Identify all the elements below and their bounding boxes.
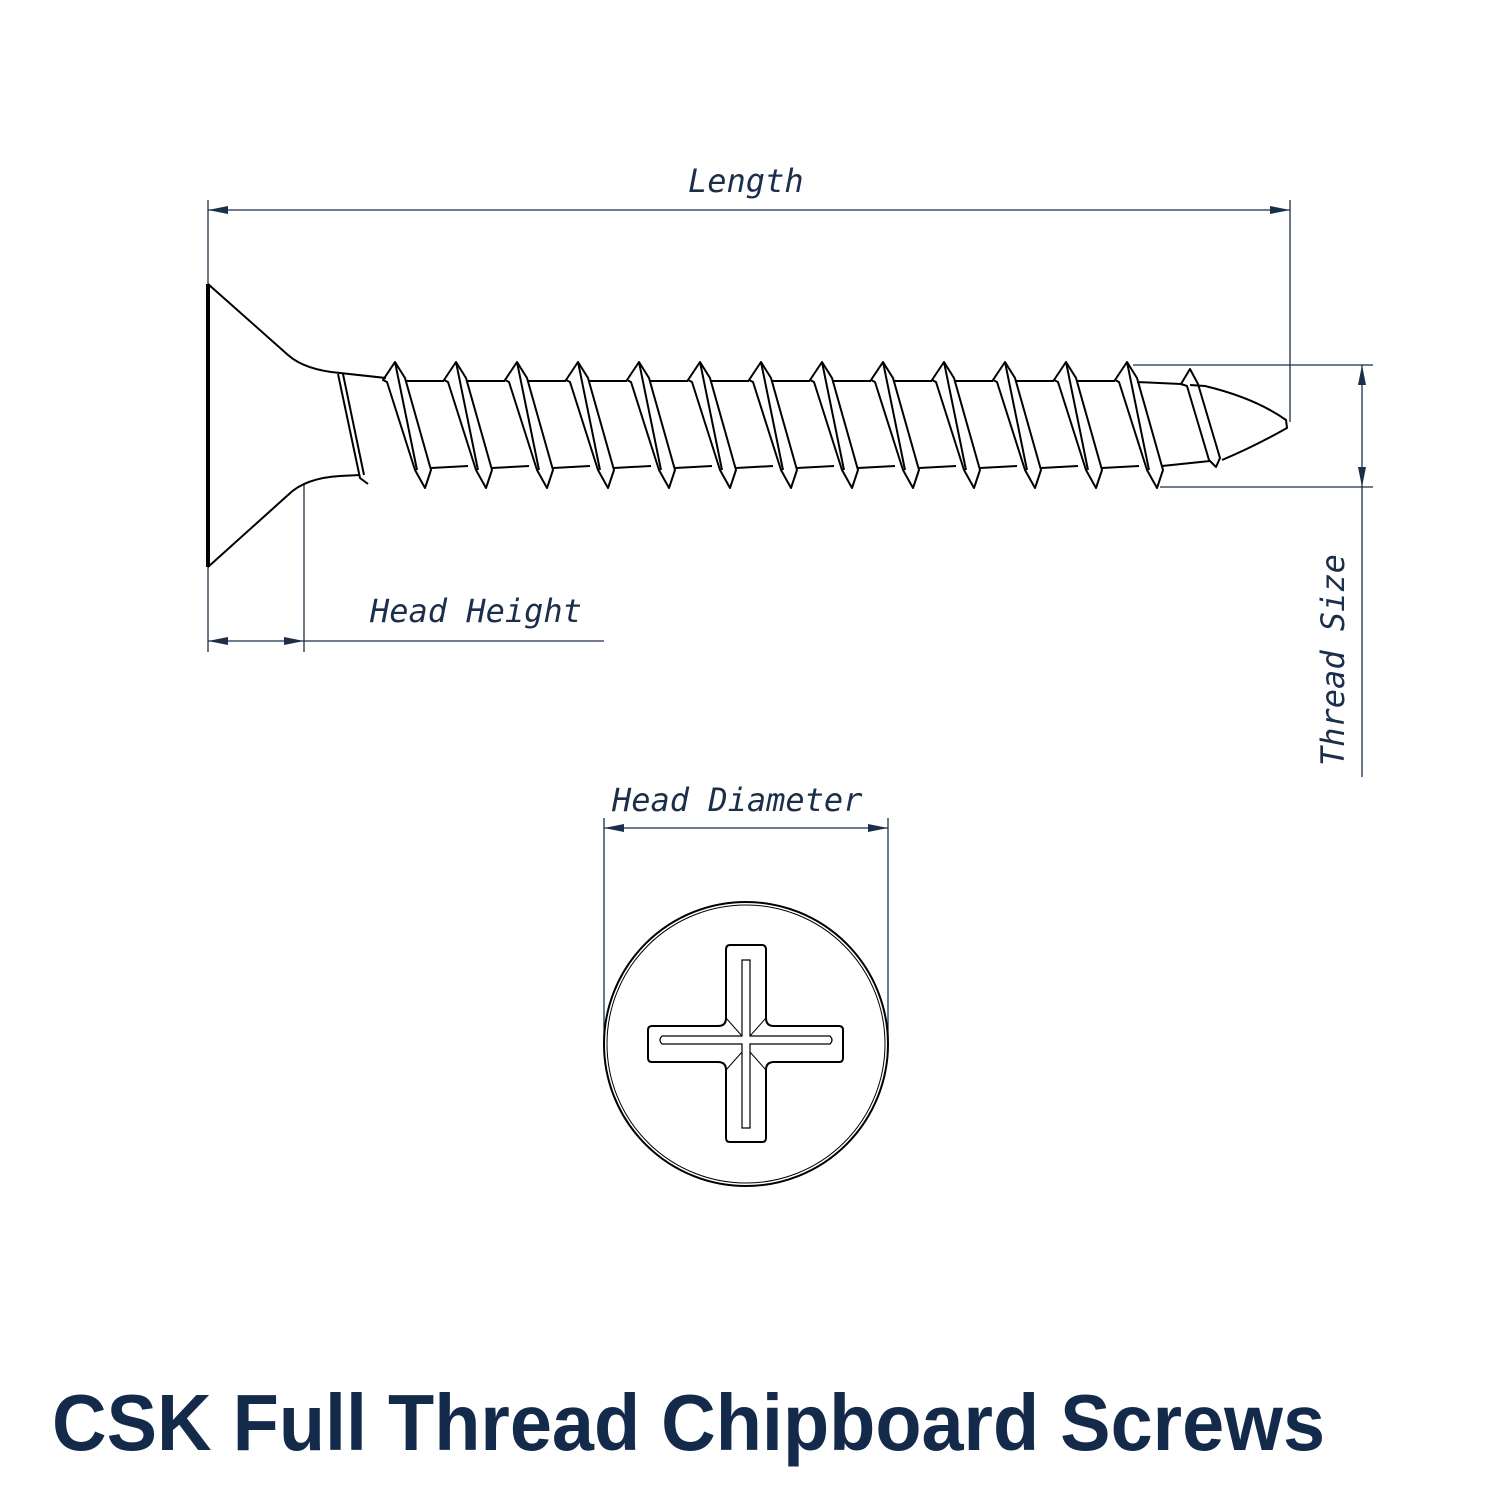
head-height-dimension: Head Height xyxy=(207,485,604,652)
length-dimension: Length xyxy=(207,162,1291,422)
thread-crest xyxy=(491,465,530,469)
head-diameter-dimension: Head Diameter xyxy=(603,781,889,1040)
thread-size-label: Thread Size xyxy=(1314,554,1352,766)
thread-crest xyxy=(882,361,906,471)
thread-crest xyxy=(748,361,798,489)
thread-crest xyxy=(577,361,601,471)
thread-crest xyxy=(821,361,845,471)
thread-crest xyxy=(382,361,432,489)
thread-crest xyxy=(1126,361,1150,471)
thread-crest xyxy=(1101,465,1140,469)
thread-crest xyxy=(687,361,737,489)
thread-crest xyxy=(638,361,662,471)
thread-crest xyxy=(760,361,784,471)
thread-crest xyxy=(552,465,591,469)
thread-crest xyxy=(516,361,540,471)
head-diameter-label: Head Diameter xyxy=(611,781,863,819)
thread-crest xyxy=(1180,368,1221,468)
thread-crest xyxy=(504,361,554,489)
thread-crest xyxy=(430,465,469,469)
thread-crest xyxy=(918,465,957,469)
thread-crest xyxy=(394,361,418,471)
thread-crest xyxy=(857,465,896,469)
thread-crest xyxy=(809,361,859,489)
screw-side-view xyxy=(206,283,1288,568)
phillips-cross-icon xyxy=(647,944,844,1143)
thread-crest xyxy=(455,361,479,471)
thread-size-dimension: Thread Size xyxy=(1133,364,1373,777)
thread-crest xyxy=(565,361,615,489)
thread-crest xyxy=(870,361,920,489)
thread-crest xyxy=(735,465,774,469)
length-label: Length xyxy=(688,162,804,200)
thread-crest xyxy=(1136,381,1211,467)
thread-crest xyxy=(1040,465,1079,469)
thread-crest xyxy=(1053,361,1103,489)
thread-crest xyxy=(796,465,835,469)
page-title: CSK Full Thread Chipboard Screws xyxy=(52,1378,1325,1467)
thread-crest xyxy=(699,361,723,471)
thread-crest xyxy=(613,465,652,469)
thread-crest xyxy=(1004,361,1028,471)
screw-head-top-view xyxy=(603,901,889,1187)
thread-crest xyxy=(943,361,967,471)
thread-crest xyxy=(1114,361,1164,489)
thread-crest xyxy=(1065,361,1089,471)
thread-crest xyxy=(931,361,981,489)
thread-crest xyxy=(979,465,1018,469)
head-height-label: Head Height xyxy=(369,592,582,630)
thread-crest xyxy=(626,361,676,489)
thread-crest xyxy=(674,465,713,469)
thread-crest xyxy=(992,361,1042,489)
thread-crest xyxy=(443,361,493,489)
